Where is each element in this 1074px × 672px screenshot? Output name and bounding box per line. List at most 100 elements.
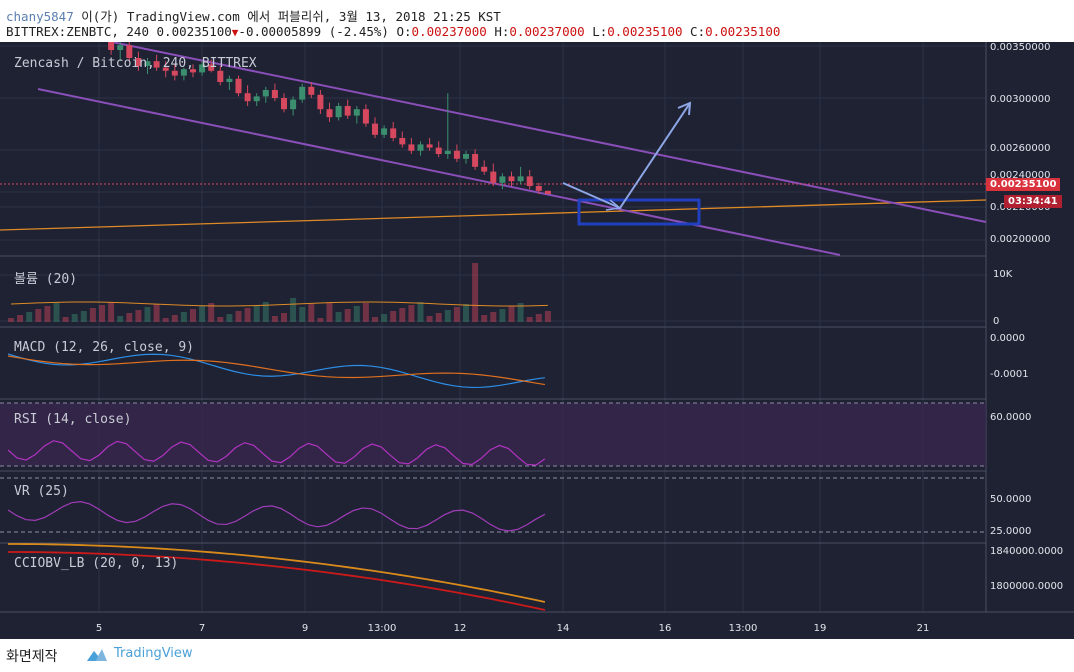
volume-bar: [481, 315, 488, 322]
volume-bar: [135, 310, 142, 322]
candle-body: [326, 109, 333, 118]
candle-body: [117, 45, 124, 50]
volume-bar: [117, 316, 124, 322]
y-tick-label: 25.0000: [990, 526, 1032, 537]
candle-body: [262, 90, 269, 97]
x-tick-label: 21: [916, 623, 930, 634]
channel-upper-line: [111, 42, 987, 223]
volume-bar: [253, 305, 260, 322]
volume-bar: [171, 315, 178, 322]
volume-bar: [62, 317, 69, 322]
volume-bar: [162, 318, 169, 322]
candle-body: [372, 123, 378, 135]
footer: 화면제작 TradingView: [0, 639, 1074, 672]
volume-bar: [271, 316, 278, 322]
tradingview-logo-icon: [87, 649, 107, 661]
candle-body: [144, 61, 151, 66]
x-tick-label: 12: [453, 623, 467, 634]
candle-body: [535, 186, 542, 191]
low-value: 0.00235100: [607, 24, 683, 39]
high-label: H:: [494, 24, 510, 39]
candle-body: [362, 109, 369, 124]
volume-bar: [226, 314, 233, 322]
volume-bar: [208, 303, 215, 322]
x-tick-label: 7: [198, 623, 206, 634]
candle-body: [544, 190, 551, 194]
volume-bar: [317, 318, 324, 322]
volume-bar: [417, 302, 424, 322]
candle-body: [472, 154, 479, 167]
candle-body: [135, 58, 142, 66]
volume-series: [8, 263, 551, 322]
cci-line-a: [7, 551, 546, 611]
volume-bar: [326, 303, 333, 322]
volume-bar: [335, 312, 342, 322]
candle-body: [190, 69, 196, 73]
candle-body: [499, 176, 506, 183]
publish-info: chany5847 이(가) TradingView.com 에서 퍼블리쉬, …: [6, 6, 501, 25]
close-label: C:: [690, 24, 706, 39]
volume-bar: [526, 317, 533, 322]
candle-body: [344, 106, 351, 116]
y-tick-label: 50.0000: [990, 494, 1032, 505]
volume-bar: [399, 308, 406, 322]
rsi-band: [0, 403, 986, 466]
volume-bar: [308, 304, 315, 322]
candle-body: [435, 147, 442, 154]
low-label: L:: [592, 24, 608, 39]
publish-text: 이(가) TradingView.com 에서 퍼블리쉬, 3월 13, 201…: [73, 9, 501, 24]
cci-line-b: [7, 543, 546, 603]
chart-area[interactable]: Zencash / Bitcoin, 240, BITTREX 볼륨 (20) …: [0, 42, 1074, 639]
volume-bar: [472, 263, 479, 322]
candle-body: [517, 176, 524, 182]
y-tick-label: 1800000.0000: [990, 581, 1064, 592]
volume-bar: [262, 302, 269, 322]
author-link[interactable]: chany5847: [6, 9, 74, 24]
volume-bar: [80, 311, 87, 322]
candle-body: [162, 67, 169, 71]
volume-bar: [281, 313, 287, 322]
open-label: O:: [396, 24, 412, 39]
target-box: [577, 198, 701, 226]
candle-body: [153, 61, 160, 68]
x-tick-label: 16: [658, 623, 672, 634]
candle-body: [208, 64, 215, 71]
volume-bar: [535, 314, 542, 322]
rsi-line: [7, 440, 546, 466]
last-price: 0.00235100: [156, 24, 232, 39]
y-tick-label: 0.00260000: [990, 143, 1051, 154]
volume-bar: [26, 312, 33, 322]
y-tick-label: 0: [993, 316, 1000, 327]
y-tick-label: -0.0001: [990, 369, 1029, 380]
candle-body: [253, 96, 260, 102]
volume-bar: [53, 303, 60, 322]
volume-bar: [235, 311, 242, 322]
volume-bar: [144, 307, 151, 322]
volume-bar: [426, 316, 433, 322]
vr-line: [7, 501, 546, 532]
candle-body: [526, 176, 533, 186]
tradingview-brand[interactable]: TradingView: [114, 646, 193, 661]
candle-body: [299, 86, 306, 100]
volume-bar: [499, 309, 506, 322]
volume-bar: [8, 318, 14, 322]
volume-bar: [344, 309, 351, 322]
volume-bar: [353, 306, 360, 322]
main-pane-title: Zencash / Bitcoin, 240, BITTREX: [14, 56, 257, 71]
x-tick-label: 5: [95, 623, 103, 634]
y-tick-label: 10K: [993, 269, 1013, 280]
support-trendline: [0, 199, 987, 231]
volume-bar: [17, 315, 24, 322]
candle-body: [171, 70, 178, 76]
chart-canvas[interactable]: [0, 42, 1074, 639]
candle-body: [490, 171, 497, 183]
vr-pane-title: VR (25): [14, 484, 69, 499]
open-value: 0.00237000: [411, 24, 487, 39]
candle-body: [244, 93, 251, 102]
volume-bar: [126, 313, 133, 322]
arrow-head-icon: [677, 101, 692, 116]
volume-bar: [544, 311, 551, 322]
candle-body: [126, 45, 133, 58]
candle-body: [399, 138, 406, 145]
candle-body: [217, 70, 224, 82]
